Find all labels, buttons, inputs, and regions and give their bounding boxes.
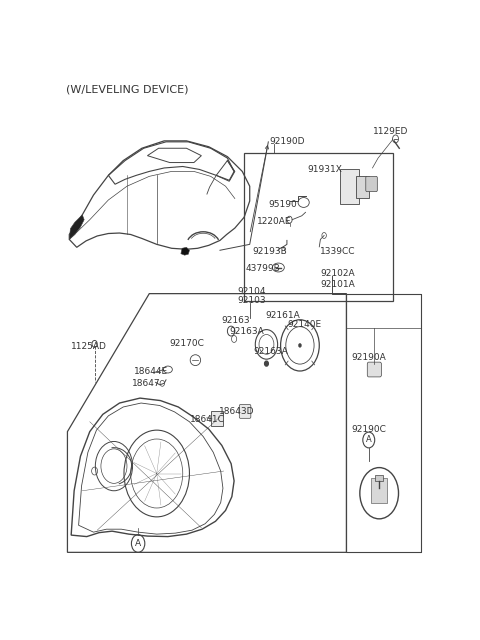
Text: 18643D: 18643D bbox=[219, 408, 255, 417]
Text: 1129ED: 1129ED bbox=[372, 127, 408, 136]
Text: 92163: 92163 bbox=[222, 316, 251, 324]
Text: 92101A: 92101A bbox=[321, 280, 355, 289]
FancyBboxPatch shape bbox=[340, 169, 359, 204]
Text: 92193B: 92193B bbox=[252, 247, 288, 256]
Text: 92103: 92103 bbox=[238, 296, 266, 305]
Text: 92190A: 92190A bbox=[351, 353, 386, 362]
Text: (W/LEVELING DEVICE): (W/LEVELING DEVICE) bbox=[66, 84, 188, 94]
Text: 18644E: 18644E bbox=[133, 367, 168, 376]
FancyBboxPatch shape bbox=[240, 404, 251, 419]
Circle shape bbox=[299, 344, 301, 348]
Text: 43799B: 43799B bbox=[246, 264, 281, 273]
Bar bbox=[347, 294, 421, 552]
Text: 18641C: 18641C bbox=[190, 415, 224, 424]
Text: 92190D: 92190D bbox=[270, 138, 305, 147]
Text: 1125AD: 1125AD bbox=[71, 342, 107, 351]
FancyBboxPatch shape bbox=[371, 479, 387, 502]
FancyBboxPatch shape bbox=[375, 476, 383, 481]
Text: 92190C: 92190C bbox=[351, 425, 386, 434]
Text: 92170C: 92170C bbox=[170, 339, 204, 348]
Text: 92163A: 92163A bbox=[229, 327, 264, 336]
FancyBboxPatch shape bbox=[366, 177, 377, 191]
Text: A: A bbox=[135, 539, 141, 548]
Circle shape bbox=[264, 361, 268, 366]
Text: 92161A: 92161A bbox=[266, 311, 300, 320]
Text: 1339CC: 1339CC bbox=[321, 247, 356, 256]
Text: 92163A: 92163A bbox=[253, 347, 288, 356]
FancyBboxPatch shape bbox=[367, 362, 382, 377]
Text: 91931X: 91931X bbox=[307, 165, 342, 174]
Text: 18647: 18647 bbox=[132, 380, 160, 388]
Text: 1220AE: 1220AE bbox=[257, 217, 292, 226]
FancyBboxPatch shape bbox=[356, 176, 369, 198]
Text: 92102A: 92102A bbox=[321, 269, 355, 278]
Polygon shape bbox=[69, 215, 84, 239]
Text: A: A bbox=[366, 435, 372, 445]
Text: 92140E: 92140E bbox=[287, 320, 321, 329]
Polygon shape bbox=[181, 247, 190, 255]
FancyBboxPatch shape bbox=[211, 412, 223, 426]
Text: 92104: 92104 bbox=[238, 287, 266, 296]
Bar bbox=[244, 153, 393, 301]
Text: 95190: 95190 bbox=[268, 200, 297, 209]
